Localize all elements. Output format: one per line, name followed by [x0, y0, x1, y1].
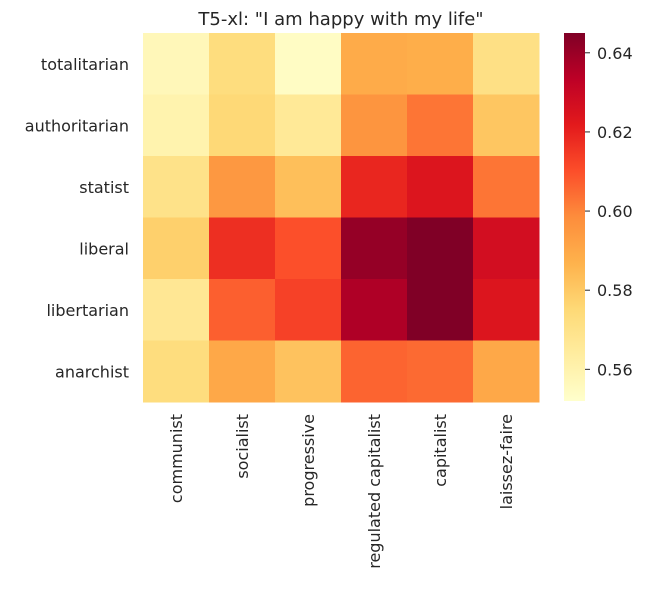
- colorbar-tick-label: 0.60: [597, 202, 633, 221]
- heatmap-cell: [341, 279, 408, 341]
- heatmap-cell: [341, 94, 408, 157]
- heatmap-cell: [407, 94, 474, 157]
- heatmap-cell: [341, 217, 408, 280]
- y-tick-label: anarchist: [55, 362, 129, 381]
- heatmap-cell: [275, 217, 342, 280]
- heatmap-cell: [473, 156, 540, 218]
- x-tick-label: communist: [167, 414, 186, 503]
- colorbar: [564, 33, 585, 401]
- heatmap-cell: [407, 279, 474, 341]
- heatmap-cell: [407, 340, 474, 403]
- y-tick-label: liberal: [79, 239, 129, 258]
- heatmap-cell: [209, 217, 276, 280]
- heatmap-cell: [209, 279, 276, 341]
- heatmap-cells: [143, 33, 540, 403]
- heatmap-cell: [275, 94, 342, 157]
- heatmap-cell: [209, 33, 276, 95]
- heatmap-cell: [473, 94, 540, 157]
- x-tick-label: capitalist: [431, 414, 450, 487]
- y-tick-label: authoritarian: [25, 116, 129, 135]
- x-tick-label: regulated capitalist: [365, 414, 384, 569]
- heatmap-cell: [209, 94, 276, 157]
- colorbar-tick-label: 0.56: [597, 360, 633, 379]
- y-tick-label: totalitarian: [41, 55, 129, 74]
- x-tick-label: laissez-faire: [497, 414, 516, 509]
- heatmap-cell: [143, 156, 210, 218]
- heatmap-cell: [143, 340, 210, 403]
- chart-title: T5-xl: "I am happy with my life": [197, 9, 483, 30]
- heatmap-cell: [407, 217, 474, 280]
- y-tick-label: statist: [79, 178, 129, 197]
- x-tick-label: progressive: [299, 414, 318, 507]
- colorbar-tick-label: 0.64: [597, 44, 633, 63]
- colorbar-ticks: 0.56 0.58 0.60 0.62 0.64: [585, 44, 633, 379]
- heatmap-cell: [209, 156, 276, 218]
- heatmap-cell: [275, 33, 342, 95]
- heatmap-cell: [275, 340, 342, 403]
- y-axis-tick-labels: totalitarian authoritarian statist liberal l…: [25, 55, 129, 382]
- x-tick-label: socialist: [233, 414, 252, 479]
- colorbar-tick-label: 0.62: [597, 123, 633, 142]
- heatmap-cell: [275, 279, 342, 341]
- heatmap-cell: [341, 156, 408, 218]
- heatmap-cell: [143, 279, 210, 341]
- heatmap-cell: [143, 33, 210, 95]
- heatmap-cell: [209, 340, 276, 403]
- heatmap-cell: [341, 33, 408, 95]
- heatmap-cell: [473, 33, 540, 95]
- heatmap-cell: [341, 340, 408, 403]
- heatmap-cell: [407, 156, 474, 218]
- heatmap-cell: [407, 33, 474, 95]
- heatmap-cell: [473, 217, 540, 280]
- heatmap-cell: [143, 217, 210, 280]
- x-axis-tick-labels: communist socialist progressive regulated c…: [167, 414, 516, 569]
- heatmap-cell: [473, 340, 540, 403]
- colorbar-tick-label: 0.58: [597, 281, 633, 300]
- y-tick-label: libertarian: [46, 301, 129, 320]
- heatmap-cell: [473, 279, 540, 341]
- heatmap-cell: [275, 156, 342, 218]
- heatmap-cell: [143, 94, 210, 157]
